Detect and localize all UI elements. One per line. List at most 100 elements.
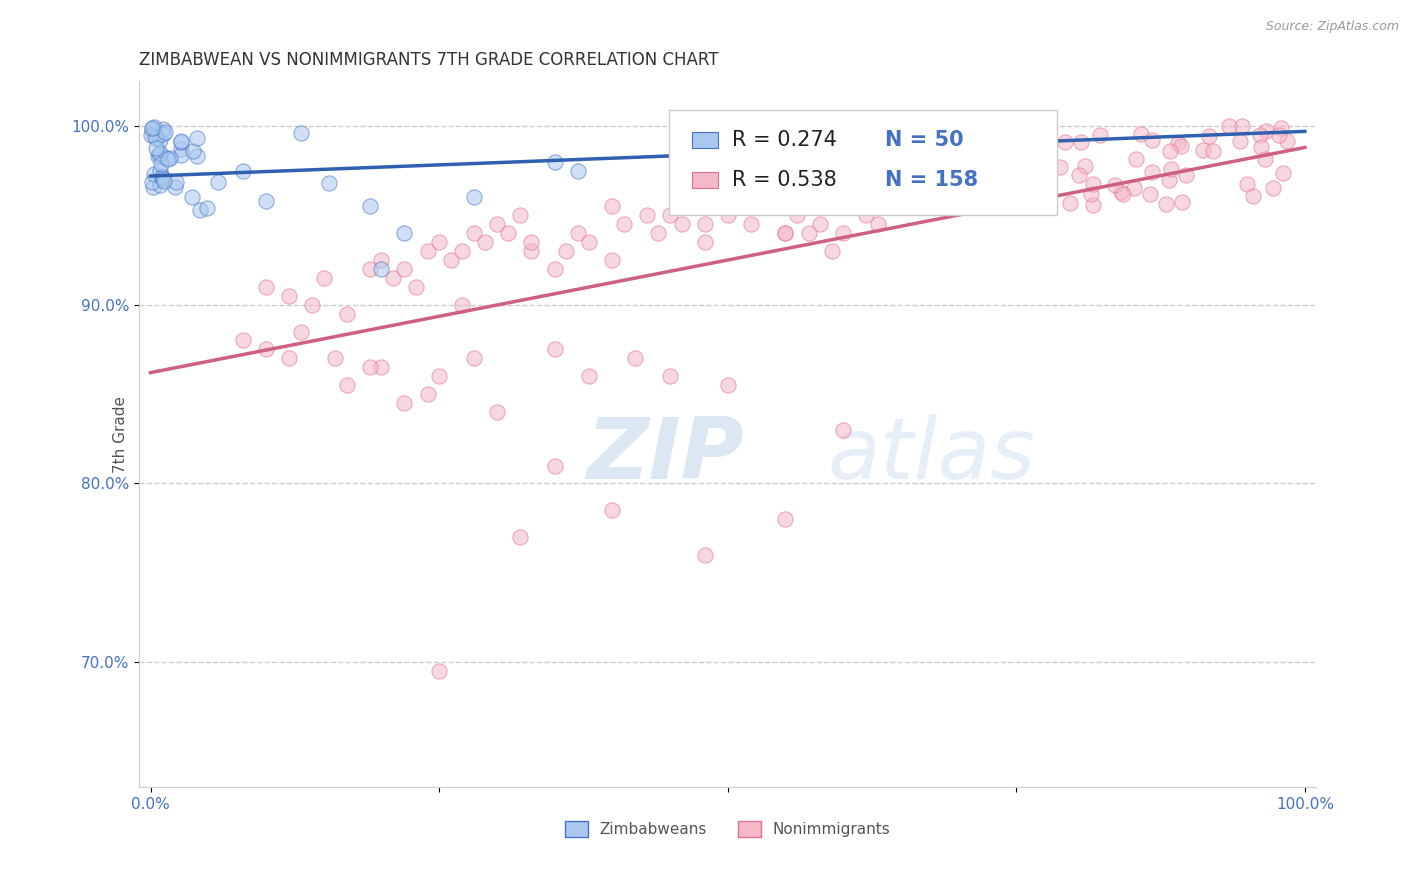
Point <box>323 351 346 366</box>
Point <box>717 378 740 392</box>
Point <box>145 141 167 155</box>
Point <box>451 298 474 312</box>
Point <box>543 154 565 169</box>
Point <box>855 208 877 222</box>
Point <box>543 458 565 473</box>
Point <box>290 126 312 140</box>
Point <box>866 217 889 231</box>
Point <box>693 217 716 231</box>
Point <box>820 244 842 258</box>
Point <box>1160 161 1182 176</box>
Point <box>993 149 1015 163</box>
Point <box>1236 177 1258 191</box>
Point <box>195 201 218 215</box>
Point <box>370 253 392 268</box>
Point <box>181 190 204 204</box>
Point <box>786 208 808 222</box>
Point <box>955 197 977 211</box>
Point <box>336 378 359 392</box>
Y-axis label: 7th Grade: 7th Grade <box>112 396 128 473</box>
Point <box>290 325 312 339</box>
Point <box>142 167 165 181</box>
Point <box>163 179 186 194</box>
Point <box>381 271 404 285</box>
Point <box>1104 178 1126 193</box>
Point <box>152 171 174 186</box>
Text: R = 0.274: R = 0.274 <box>733 130 838 150</box>
Point <box>149 164 172 178</box>
Point <box>145 130 167 145</box>
FancyBboxPatch shape <box>669 110 1057 216</box>
Point <box>932 183 955 197</box>
Text: ZIMBABWEAN VS NONIMMIGRANTS 7TH GRADE CORRELATION CHART: ZIMBABWEAN VS NONIMMIGRANTS 7TH GRADE CO… <box>139 51 718 69</box>
Point <box>427 369 450 384</box>
Point <box>520 235 543 249</box>
Point <box>485 405 508 419</box>
Point <box>1249 128 1271 142</box>
Point <box>543 343 565 357</box>
Point <box>832 226 855 240</box>
Point <box>1254 124 1277 138</box>
Point <box>159 151 181 165</box>
Point <box>463 190 485 204</box>
FancyBboxPatch shape <box>692 172 718 188</box>
Point <box>659 208 682 222</box>
Point <box>1035 178 1057 192</box>
Point <box>966 194 988 208</box>
Point <box>301 298 323 312</box>
Point <box>416 244 439 258</box>
Point <box>1036 128 1059 143</box>
Point <box>984 125 1007 139</box>
Point <box>693 548 716 562</box>
Point <box>1268 128 1291 143</box>
Point <box>186 131 208 145</box>
Point <box>394 396 416 410</box>
Text: Source: ZipAtlas.com: Source: ZipAtlas.com <box>1265 20 1399 33</box>
Point <box>775 226 797 240</box>
Point <box>141 121 163 136</box>
Point <box>1054 135 1077 149</box>
Point <box>150 170 173 185</box>
Point <box>149 146 172 161</box>
Point <box>600 253 623 268</box>
Point <box>165 175 187 189</box>
Point <box>671 217 693 231</box>
Point <box>1112 186 1135 201</box>
Point <box>207 175 229 189</box>
Point <box>567 163 589 178</box>
Text: N = 158: N = 158 <box>886 170 979 190</box>
Point <box>1241 188 1264 202</box>
Point <box>336 307 359 321</box>
Point <box>1167 136 1189 150</box>
Point <box>1159 144 1181 158</box>
Point <box>394 226 416 240</box>
Point <box>170 142 193 156</box>
Point <box>254 343 277 357</box>
Point <box>155 151 177 165</box>
Point <box>1049 160 1071 174</box>
Point <box>1125 152 1147 166</box>
Point <box>613 217 636 231</box>
Point <box>1250 140 1272 154</box>
Point <box>152 122 174 136</box>
Point <box>578 235 600 249</box>
Point <box>1081 178 1104 192</box>
Point <box>169 148 191 162</box>
Point <box>1069 168 1091 182</box>
Point <box>152 128 174 142</box>
Point <box>808 217 831 231</box>
Point <box>1111 186 1133 200</box>
Point <box>600 503 623 517</box>
Point <box>1230 119 1253 133</box>
Point <box>148 146 170 161</box>
Point <box>893 119 915 133</box>
Point <box>693 235 716 249</box>
Point <box>1074 159 1097 173</box>
Point <box>149 178 172 193</box>
Point <box>918 199 941 213</box>
Point <box>844 190 866 204</box>
Point <box>1277 134 1299 148</box>
Point <box>427 664 450 678</box>
Point <box>149 156 172 170</box>
Point <box>188 202 211 217</box>
